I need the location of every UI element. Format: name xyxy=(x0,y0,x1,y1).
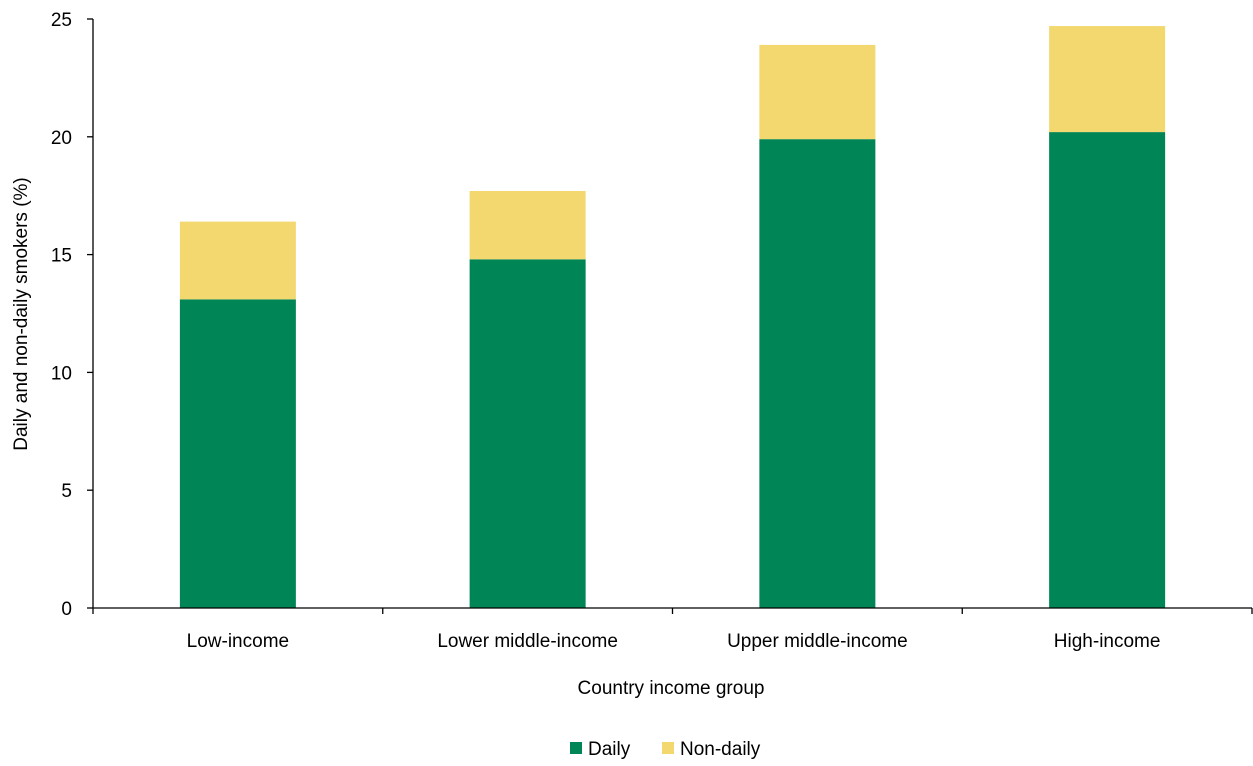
x-ticks-group: Low-income Lower middle-income Upper middl… xyxy=(93,608,1252,652)
x-tick-label: Lower middle-income xyxy=(437,631,618,652)
bars-group xyxy=(180,26,1165,608)
y-tick-label: 15 xyxy=(51,246,72,267)
x-axis-title: Country income group xyxy=(578,678,765,699)
bar-segment-daily xyxy=(180,299,296,608)
legend-swatch-daily xyxy=(570,742,582,754)
bar-segment-non-daily xyxy=(470,191,586,259)
bar-segment-non-daily xyxy=(1049,26,1165,132)
x-tick-label: Upper middle-income xyxy=(727,631,908,652)
y-tick-label: 20 xyxy=(51,128,72,149)
y-axis-title: Daily and non-daily smokers (%) xyxy=(11,177,32,451)
y-tick-label: 5 xyxy=(61,481,72,502)
legend-label-non-daily: Non-daily xyxy=(680,739,761,760)
y-tick-label: 10 xyxy=(51,363,72,384)
x-tick-label: Low-income xyxy=(187,631,289,652)
bar-segment-daily xyxy=(759,139,875,608)
bar-segment-daily xyxy=(1049,132,1165,608)
bar-segment-non-daily xyxy=(759,45,875,139)
legend-swatch-non-daily xyxy=(662,742,674,754)
y-tick-label: 25 xyxy=(51,10,72,31)
bar-segment-daily xyxy=(470,259,586,608)
legend: Daily Non-daily xyxy=(570,739,761,760)
y-ticks-group: 0 5 10 15 20 25 xyxy=(51,10,93,620)
legend-label-daily: Daily xyxy=(588,739,631,760)
y-tick-label: 0 xyxy=(61,599,72,620)
x-tick-label: High-income xyxy=(1054,631,1161,652)
bar-segment-non-daily xyxy=(180,222,296,300)
